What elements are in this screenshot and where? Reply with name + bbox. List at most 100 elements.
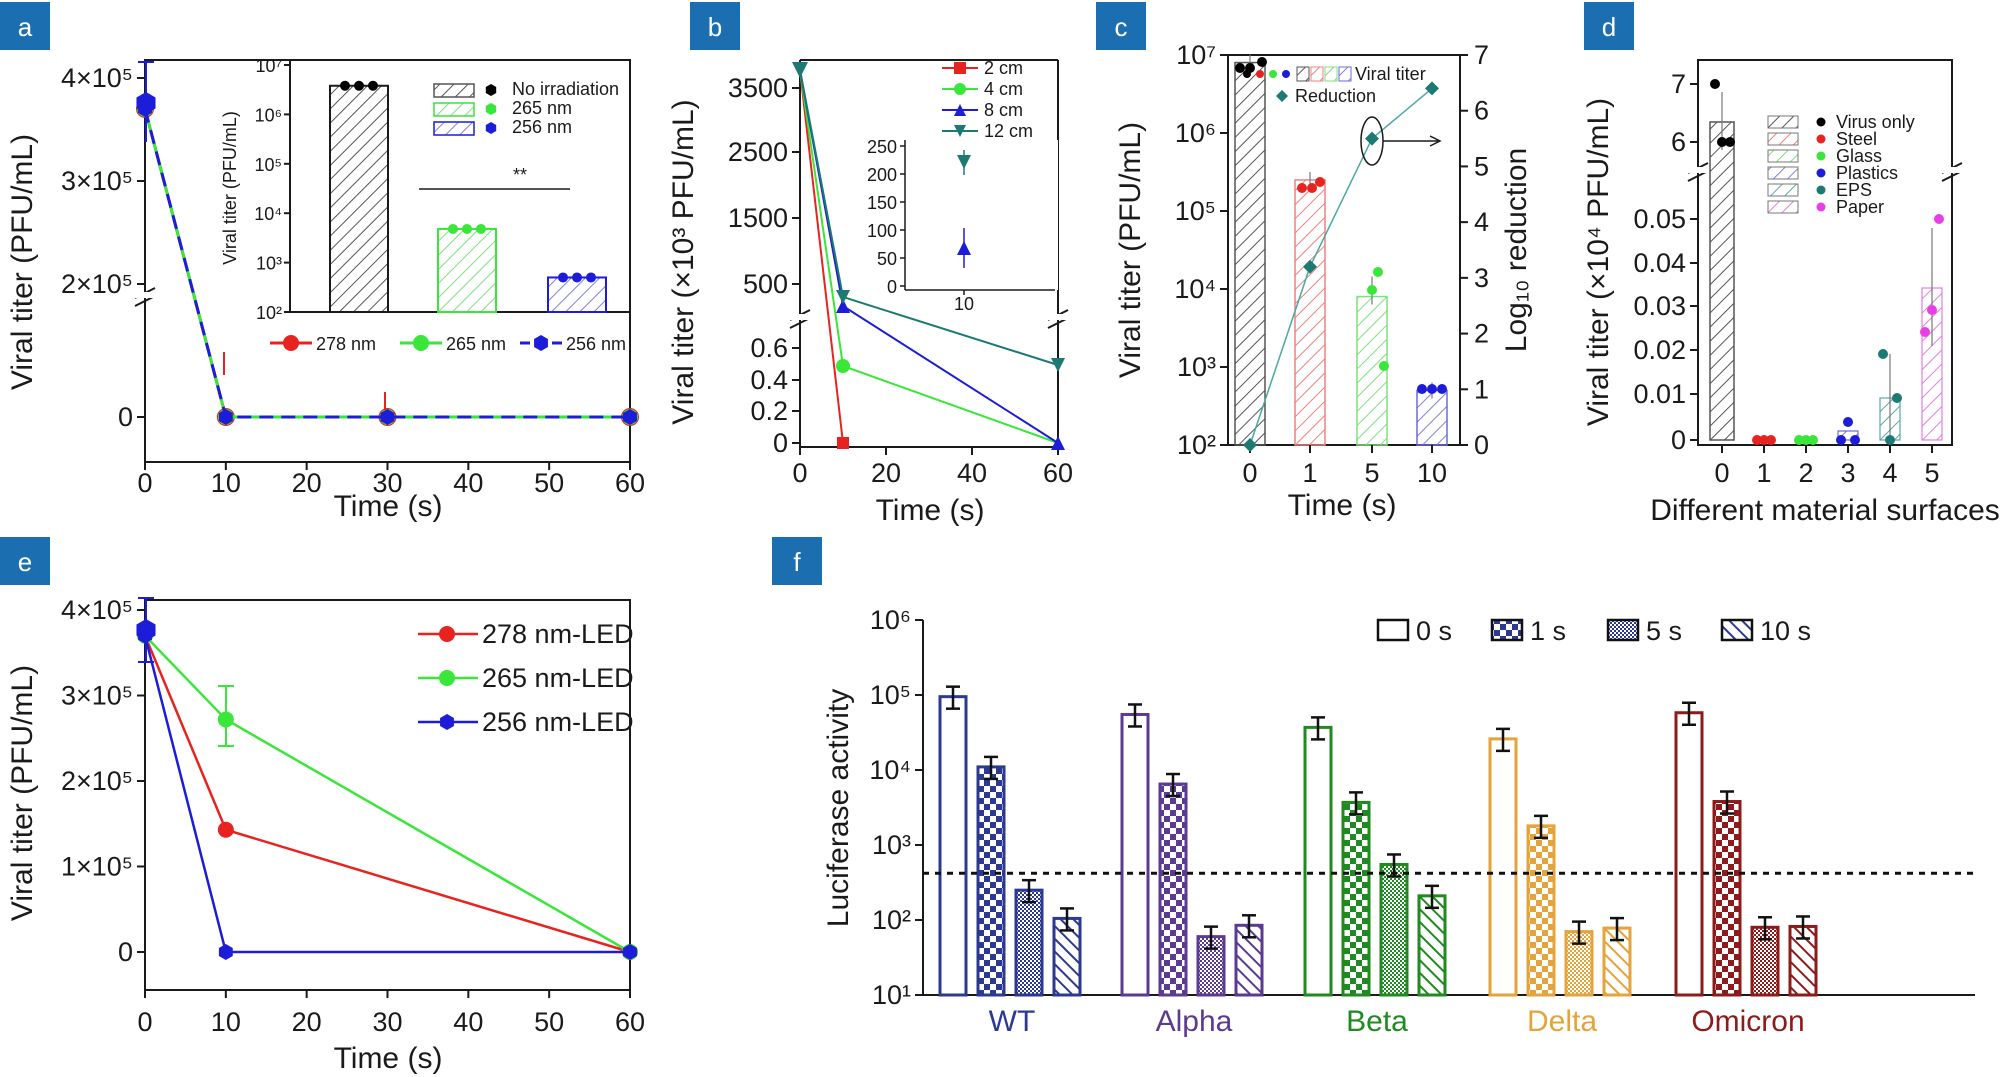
data-point — [1927, 305, 1937, 315]
y-axis-label: Viral titer (×10⁴ PFU/mL) — [1582, 98, 1615, 426]
legend-swatch — [1767, 166, 1799, 180]
y-tick-label: 0 — [118, 937, 133, 967]
data-point — [623, 409, 637, 425]
inset-y-tick-label: 50 — [877, 249, 897, 269]
y2-tick-label: 7 — [1474, 40, 1489, 70]
inset-point — [448, 223, 458, 234]
y-tick-label: 1500 — [728, 203, 788, 233]
legend-label: 265 nm — [446, 334, 506, 354]
x-tick-label: 40 — [957, 458, 987, 488]
inset-y-tick-label: 0 — [887, 277, 897, 297]
data-point — [1878, 349, 1888, 359]
plot-frame-d — [1697, 59, 1953, 446]
data-point — [1794, 435, 1804, 445]
data-point — [1297, 183, 1307, 193]
bar-virus-only — [1709, 121, 1735, 441]
y-tick-label: 0.04 — [1633, 248, 1686, 278]
x-tick-label: 30 — [372, 468, 402, 498]
legend-marker — [1256, 70, 1264, 78]
y-tick-label: 0 — [773, 428, 788, 458]
legend-label: 8 cm — [984, 100, 1023, 120]
inset-legend-marker — [485, 84, 497, 96]
panel-label-f: f — [793, 547, 801, 577]
legend-marker — [283, 335, 299, 351]
data-point — [1885, 435, 1895, 445]
y-tick-label: 2×10⁵ — [61, 269, 133, 299]
x-tick-label: Omicron — [1691, 1005, 1804, 1038]
legend-swatch — [1338, 66, 1352, 82]
inset-y-axis-label: Viral titer (PFU/mL) — [220, 111, 240, 265]
legend-marker — [954, 83, 966, 95]
data-point — [1051, 436, 1065, 450]
inset-legend-marker — [485, 103, 497, 115]
bar-Beta-0 s — [1303, 725, 1333, 997]
data-point — [1235, 63, 1245, 73]
legend-marker — [413, 335, 429, 351]
y-tick-label: 0.2 — [750, 396, 788, 426]
legend-swatch — [1324, 66, 1338, 82]
data-point — [623, 944, 637, 960]
reduction-point — [1425, 81, 1439, 96]
legend-marker — [439, 626, 455, 642]
x-tick-label: 2 — [1798, 458, 1813, 488]
bar-Delta-1 s — [1526, 824, 1556, 997]
y-tick-label: 10³ — [1177, 352, 1216, 382]
data-point — [1766, 435, 1776, 445]
x-tick-label: 0 — [1242, 458, 1257, 488]
legend-label: Paper — [1836, 197, 1884, 217]
y-tick-label: 2×10⁵ — [61, 766, 133, 796]
y-tick-label: 0 — [1671, 425, 1686, 455]
legend-swatch — [1310, 66, 1324, 82]
data-point — [1850, 435, 1860, 445]
panel-badge-d — [1584, 2, 1634, 50]
x-tick-label: 30 — [372, 1007, 402, 1037]
data-point — [836, 359, 850, 373]
bar-1 — [1294, 179, 1326, 446]
inset-point — [354, 80, 364, 91]
x-tick-label: WT — [989, 1005, 1036, 1038]
inset-point — [572, 272, 582, 283]
x-tick-label: 40 — [453, 468, 483, 498]
data-point — [218, 944, 233, 960]
inset-bar-265 nm — [437, 227, 497, 313]
inset-point — [462, 223, 472, 234]
inset-point — [586, 272, 596, 283]
legend-label: 10 s — [1760, 616, 1811, 646]
y-axis-label: Viral titer (×10³ PFU/mL) — [667, 99, 700, 424]
y2-tick-label: 1 — [1474, 374, 1489, 404]
y-tick-label: 10⁴ — [869, 755, 911, 785]
data-point — [1808, 435, 1818, 445]
legend-swatch — [1767, 115, 1799, 129]
legend-swatch — [1767, 149, 1799, 163]
bar-WT-5 s — [1014, 888, 1044, 997]
axis-break-gap — [788, 314, 812, 320]
bar-WT-1 s — [976, 765, 1006, 997]
inset-y-tick-label: 100 — [867, 221, 897, 241]
legend-marker — [1816, 151, 1826, 161]
inset-x-tick-label: 10 — [954, 294, 974, 314]
panel-badge-b — [690, 2, 740, 50]
legend-label: 5 s — [1646, 616, 1682, 646]
x-tick-label: 10 — [211, 1007, 241, 1037]
inset-y-tick-label: 10⁷ — [255, 56, 282, 76]
panel-badge-c — [1096, 2, 1146, 50]
data-point — [1920, 327, 1930, 337]
inset-legend-label: 265 nm — [512, 98, 572, 118]
legend-swatch — [1376, 618, 1410, 642]
legend-swatch — [1767, 200, 1799, 214]
inset-y-tick-label: 250 — [867, 137, 897, 157]
data-point — [1307, 183, 1317, 193]
data-point — [1710, 79, 1720, 89]
inset-y-tick-label: 10⁵ — [255, 155, 282, 175]
x-tick-label: Alpha — [1156, 1005, 1233, 1038]
plot-frame-e — [144, 599, 631, 991]
legend-marker — [1243, 70, 1251, 78]
y-tick-label: 3×10⁵ — [61, 681, 133, 711]
y-tick-label: 0.02 — [1633, 335, 1686, 365]
inset-legend-swatch — [433, 83, 475, 98]
bar-Beta-10 s — [1417, 894, 1447, 997]
x-tick-label: 5 — [1364, 458, 1379, 488]
inset-point — [558, 272, 568, 283]
bar-Delta-0 s — [1488, 737, 1518, 997]
inset-legend-label: No irradiation — [512, 79, 619, 99]
